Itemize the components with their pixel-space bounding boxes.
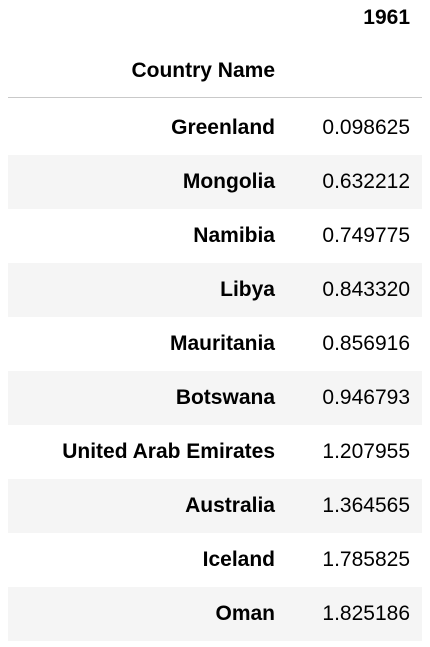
- column-header-year: 1961: [363, 6, 410, 29]
- header-divider: [8, 97, 422, 98]
- table-row: Greenland 0.098625: [8, 101, 422, 155]
- country-name-cell: Botswana: [175, 386, 275, 409]
- value-cell: 0.098625: [322, 116, 410, 139]
- table-row: Botswana 0.946793: [8, 371, 422, 425]
- value-cell: 0.946793: [322, 386, 410, 409]
- country-name-cell: United Arab Emirates: [62, 440, 275, 463]
- country-name-cell: Mongolia: [182, 170, 275, 193]
- country-name-cell: Greenland: [171, 116, 275, 139]
- country-name-cell: Namibia: [193, 224, 275, 247]
- value-cell: 0.856916: [322, 332, 410, 355]
- index-header-country-name: Country Name: [131, 59, 275, 82]
- value-cell: 1.207955: [322, 440, 410, 463]
- table-row: Mongolia 0.632212: [8, 155, 422, 209]
- value-cell: 0.749775: [322, 224, 410, 247]
- table-row: Mauritania 0.856916: [8, 317, 422, 371]
- table-row: Oman 1.825186: [8, 587, 422, 641]
- table-body: Greenland 0.098625 Mongolia 0.632212 Nam…: [8, 101, 422, 641]
- country-name-cell: Libya: [220, 278, 275, 301]
- country-name-cell: Australia: [185, 494, 275, 517]
- country-name-cell: Mauritania: [169, 332, 275, 355]
- table-row: Australia 1.364565: [8, 479, 422, 533]
- table-row: Libya 0.843320: [8, 263, 422, 317]
- value-cell: 0.843320: [322, 278, 410, 301]
- value-cell: 0.632212: [322, 170, 410, 193]
- table-row: United Arab Emirates 1.207955: [8, 425, 422, 479]
- table-row: Iceland 1.785825: [8, 533, 422, 587]
- country-name-cell: Oman: [215, 602, 275, 625]
- value-cell: 1.364565: [322, 494, 410, 517]
- table-row: Namibia 0.749775: [8, 209, 422, 263]
- value-cell: 1.785825: [322, 548, 410, 571]
- country-name-cell: Iceland: [202, 548, 275, 571]
- value-cell: 1.825186: [322, 602, 410, 625]
